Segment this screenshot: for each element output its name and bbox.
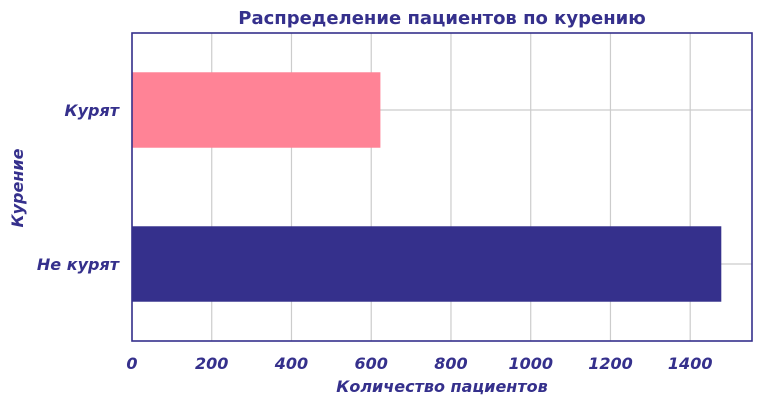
y-tick-label: Курят bbox=[64, 101, 120, 120]
plot-frame bbox=[131, 32, 753, 342]
y-axis-ticks: Курят Не курят bbox=[37, 101, 121, 274]
x-tick-label: 200 bbox=[195, 354, 228, 373]
x-tick-label: 1200 bbox=[588, 354, 633, 373]
x-tick-label: 0 bbox=[126, 354, 137, 373]
bar bbox=[132, 72, 381, 148]
x-axis-label: Количество пациентов bbox=[336, 377, 548, 396]
x-tick-label: 1400 bbox=[668, 354, 713, 373]
bars bbox=[132, 72, 722, 302]
y-tick-label: Не курят bbox=[37, 255, 121, 274]
chart-title: Распределение пациентов по курению bbox=[238, 8, 646, 29]
x-axis-ticks: 0 200 400 600 800 1000 1200 1400 bbox=[126, 354, 712, 373]
x-tick-label: 800 bbox=[434, 354, 467, 373]
bar bbox=[132, 226, 722, 302]
y-axis-label: Курение bbox=[8, 148, 27, 227]
x-tick-label: 400 bbox=[274, 354, 308, 373]
x-tick-label: 1000 bbox=[508, 354, 553, 373]
x-tick-label: 600 bbox=[355, 354, 388, 373]
